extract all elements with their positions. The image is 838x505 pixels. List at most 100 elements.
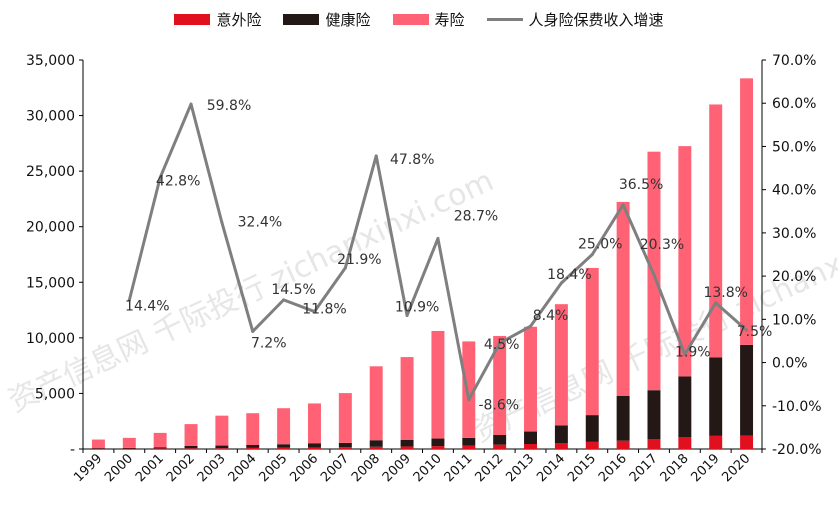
right-tick-label: 0.0% (772, 356, 808, 372)
right-tick-label: 70.0% (772, 53, 816, 69)
bar-segment (400, 439, 414, 447)
bar-segment (369, 366, 383, 441)
growth-line-point (559, 281, 563, 285)
bar-segment (277, 447, 291, 449)
bar-segment (678, 146, 692, 377)
growth-data-label: 11.8% (302, 302, 346, 318)
bar-segment (709, 435, 723, 449)
growth-data-label: 7.5% (737, 324, 773, 340)
x-tick-label: 2013 (503, 451, 537, 485)
bar-segment (215, 445, 229, 449)
bar-segment (524, 326, 538, 432)
bar-segment (678, 376, 692, 437)
left-tick-label: 20,000 (26, 220, 75, 236)
bar-segment (678, 436, 692, 449)
legend-swatch-accident (174, 13, 211, 25)
x-tick-label: 2019 (689, 451, 723, 485)
growth-line-point (127, 298, 131, 302)
bar-segment (307, 443, 321, 448)
growth-data-label: 1.9% (675, 344, 711, 360)
right-tick-label: 60.0% (772, 96, 816, 112)
legend: 意外险 健康险 寿险 人身险保费收入增速 (0, 6, 838, 32)
bar-segment (709, 104, 723, 358)
x-tick-label: 2011 (442, 451, 476, 485)
bar-segment (277, 444, 291, 448)
growth-data-label: 36.5% (619, 177, 663, 193)
bar-segment (585, 267, 599, 416)
growth-line (127, 102, 749, 402)
x-tick-label: 2012 (472, 451, 506, 485)
growth-data-label: 10.9% (395, 299, 439, 315)
growth-line-point (714, 301, 718, 305)
bar-segment (647, 438, 661, 449)
watermark-text: 资产信息网 千际投行 zichanxinxi.com (3, 163, 499, 419)
x-tick-label: 2008 (349, 451, 383, 485)
legend-item-accident: 意外险 (174, 9, 261, 30)
bar-segment (338, 447, 352, 449)
bar-segment (215, 415, 229, 446)
growth-line-point (652, 273, 656, 277)
growth-data-label: 20.3% (640, 237, 684, 253)
x-tick-label: 2004 (226, 451, 260, 485)
bar-segment (431, 446, 445, 449)
right-tick-label: 30.0% (772, 226, 816, 242)
bar-segment (338, 393, 352, 443)
bar-segment (616, 440, 630, 449)
legend-swatch-growth (486, 17, 523, 21)
bar-segment (122, 437, 136, 448)
growth-line-point (312, 310, 316, 314)
bar-segment (740, 78, 754, 345)
bar-segment (493, 444, 507, 449)
x-tick-label: 2018 (658, 451, 692, 485)
growth-data-label: 7.2% (251, 335, 287, 351)
growth-data-label: 18.4% (547, 267, 591, 283)
bar-segment (616, 201, 630, 396)
left-tick-label: 25,000 (26, 164, 75, 180)
legend-label-growth: 人身险保费收入增速 (528, 10, 664, 29)
bar-segment (122, 447, 136, 449)
growth-data-label: 14.4% (125, 298, 169, 314)
right-tick-label: 50.0% (772, 139, 816, 155)
growth-data-label: 28.7% (454, 209, 498, 225)
bar-segment (246, 447, 260, 449)
bar-segment (740, 344, 754, 436)
bar-segment (307, 447, 321, 449)
x-tick-label: 1999 (71, 451, 105, 485)
growth-line-point (374, 154, 378, 158)
data-labels: 14.4% 42.8% 59.8% 32.4% 7.2% 14.5% 11.8% 21.9% 4… (125, 98, 772, 414)
bar-segment (585, 415, 599, 442)
left-tick-label: 5,000 (35, 386, 75, 402)
x-tick-label: 2005 (256, 451, 290, 485)
growth-line-point (220, 221, 224, 225)
bars (91, 78, 754, 449)
x-tick-label: 2014 (534, 451, 568, 485)
right-tick-label: 40.0% (772, 183, 816, 199)
legend-swatch-life (392, 13, 429, 25)
growth-line-point (282, 298, 286, 302)
growth-data-label: 32.4% (238, 215, 282, 231)
right-tick-label: 20.0% (772, 269, 816, 285)
x-tick-label: 2007 (318, 451, 352, 485)
growth-line-point (745, 328, 749, 332)
bar-segment (184, 445, 198, 449)
growth-line-point (467, 398, 471, 402)
growth-data-label: 25.0% (578, 237, 622, 253)
bar-segment (246, 413, 260, 445)
growth-line-point (189, 102, 193, 106)
bar-segment (246, 444, 260, 448)
left-tick-label: 10,000 (26, 331, 75, 347)
growth-data-label: 14.5% (271, 282, 315, 298)
growth-data-label: -8.6% (478, 398, 519, 414)
bar-segment (740, 435, 754, 449)
bar-segment (554, 304, 568, 426)
growth-data-label: 8.4% (533, 308, 569, 324)
legend-item-health: 健康险 (283, 9, 371, 30)
bar-segment (462, 437, 476, 446)
growth-line-point (590, 253, 594, 256)
bar-segment (369, 446, 383, 449)
x-tick-label: 2020 (719, 451, 753, 485)
bar-segment (153, 432, 167, 448)
bar-segment (91, 439, 105, 449)
bar-segment (462, 341, 476, 438)
